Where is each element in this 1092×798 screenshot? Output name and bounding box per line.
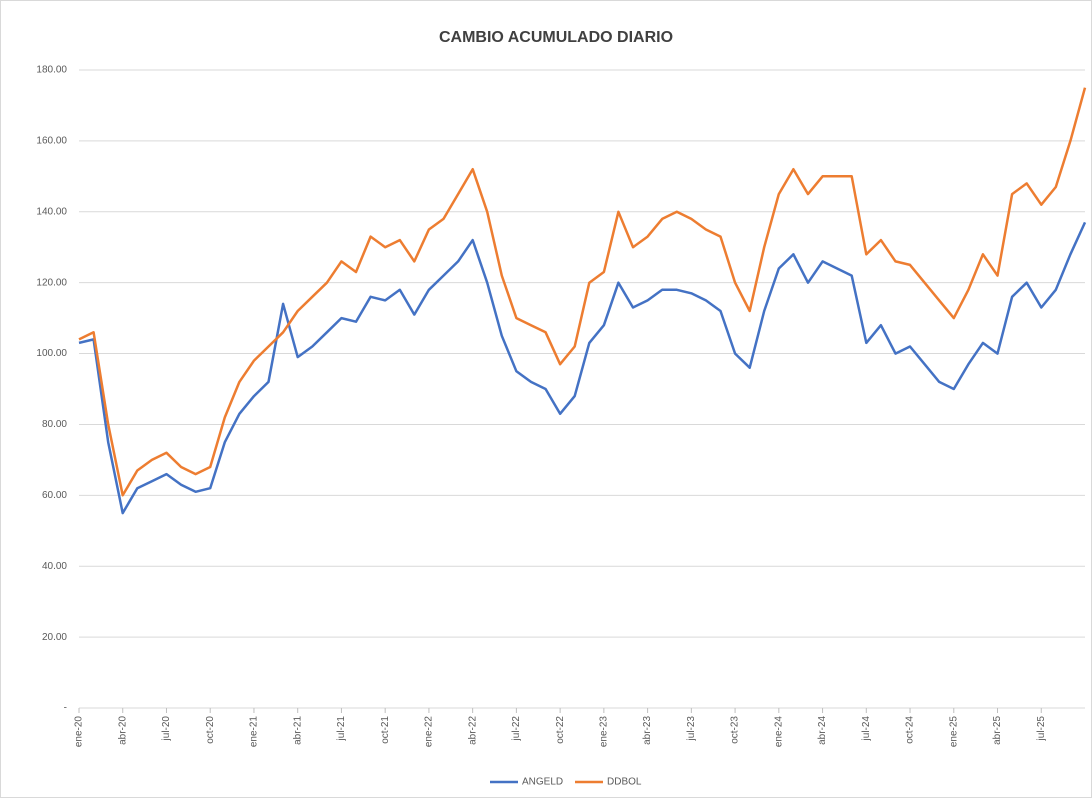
x-tick-label: jul-21 — [336, 716, 347, 742]
y-tick-label: 140.00 — [36, 206, 67, 217]
x-tick-label: abr-24 — [817, 716, 828, 745]
x-tick-label: ene-23 — [599, 716, 610, 748]
x-tick-label: jul-22 — [511, 716, 522, 742]
x-tick-label: ene-25 — [948, 716, 959, 748]
y-tick-label: - — [64, 703, 67, 714]
x-tick-label: ene-20 — [74, 716, 85, 748]
legend-label: ANGELD — [522, 777, 563, 788]
x-tick-label: jul-23 — [686, 716, 697, 742]
y-tick-label: 160.00 — [36, 136, 67, 147]
x-tick-label: abr-22 — [467, 716, 478, 745]
legend-label: DDBOL — [607, 777, 642, 788]
x-tick-label: oct-20 — [205, 716, 216, 744]
y-tick-label: 100.00 — [36, 348, 67, 359]
x-tick-label: oct-24 — [905, 716, 916, 744]
x-tick-label: oct-23 — [730, 716, 741, 744]
series-line — [78, 87, 1087, 497]
y-tick-label: 40.00 — [42, 561, 67, 572]
chart-title: CAMBIO ACUMULADO DIARIO — [439, 29, 673, 46]
x-tick-label: ene-21 — [249, 716, 260, 748]
y-tick-label: 80.00 — [42, 419, 67, 430]
series-line — [78, 221, 1087, 515]
x-tick-label: abr-25 — [992, 716, 1003, 745]
y-tick-label: 120.00 — [36, 277, 67, 288]
x-tick-label: ene-22 — [424, 716, 435, 748]
x-tick-label: jul-20 — [161, 716, 172, 742]
y-tick-label: 180.00 — [36, 65, 67, 76]
x-tick-label: abr-23 — [642, 716, 653, 745]
x-tick-label: oct-21 — [380, 716, 391, 744]
y-tick-label: 20.00 — [42, 632, 67, 643]
x-tick-label: oct-22 — [555, 716, 566, 744]
x-tick-label: ene-24 — [773, 716, 784, 748]
x-tick-label: abr-21 — [292, 716, 303, 745]
x-tick-label: jul-24 — [861, 716, 872, 742]
x-tick-label: abr-20 — [117, 716, 128, 745]
y-tick-label: 60.00 — [42, 490, 67, 501]
x-tick-label: jul-25 — [1036, 716, 1047, 742]
